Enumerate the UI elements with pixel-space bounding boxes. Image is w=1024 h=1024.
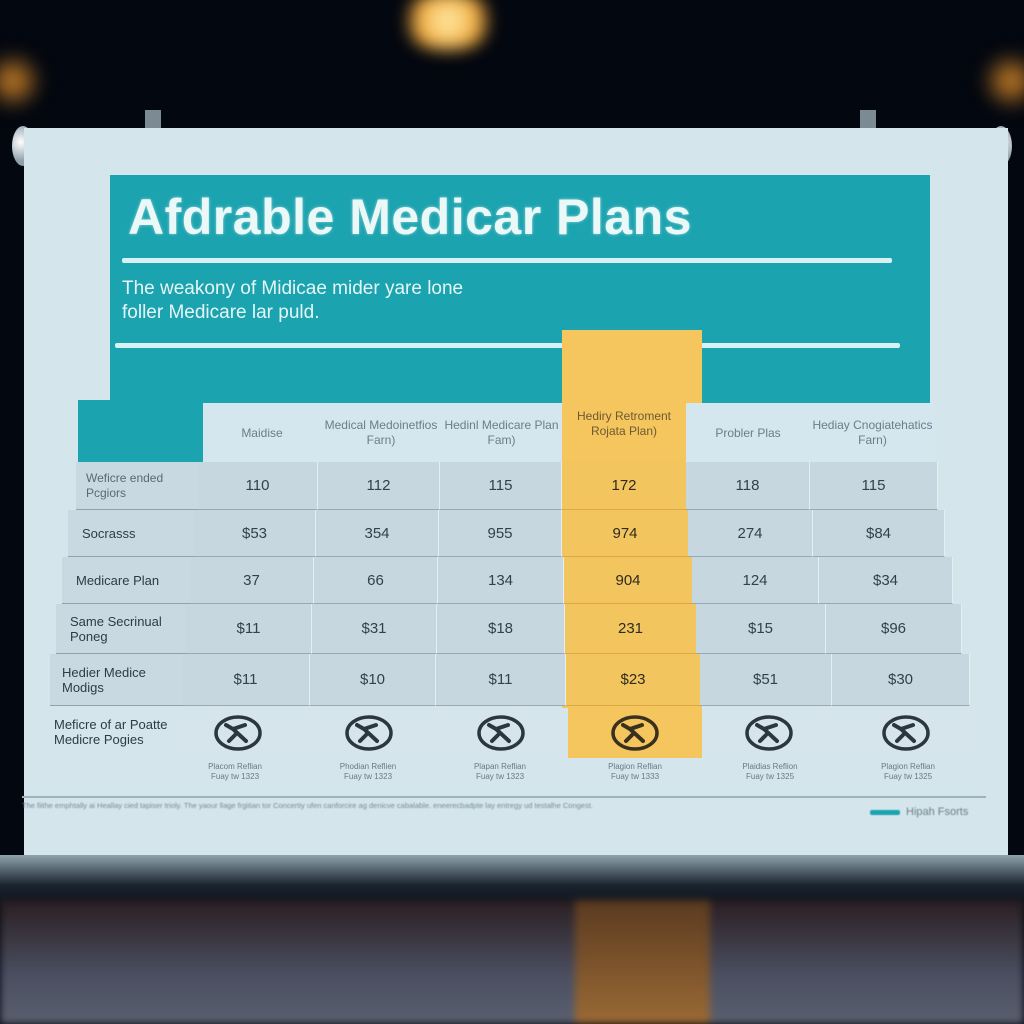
table-cell: 134: [438, 557, 564, 604]
table-cell: 115: [810, 462, 938, 510]
table-cell: 955: [439, 510, 562, 557]
row-label: Hedier Medice Modigs: [50, 654, 182, 706]
table-cell: 66: [314, 557, 438, 604]
table-cell: $51: [700, 654, 832, 706]
table-cell: 124: [692, 557, 819, 604]
table-cell: $11: [436, 654, 566, 706]
subtitle-rule: [115, 343, 900, 348]
column-header: Maidise: [203, 403, 321, 463]
row-label: Same Secrinual Poneg: [56, 604, 186, 654]
table-cell: 112: [318, 462, 440, 510]
column-header-highlighted: Hediry Retroment Rojata Plan): [576, 409, 672, 438]
table-cell: $30: [832, 654, 970, 706]
icon-caption: Plapan Reflian Fuay tw 1323: [473, 762, 527, 781]
table-cell: $84: [813, 510, 945, 557]
no-flight-icon: [611, 715, 659, 751]
legend-label: Hipah Fsorts: [906, 806, 969, 818]
page-title: Afdrable Medicar Plans: [128, 189, 692, 245]
icon-cell: [702, 708, 836, 758]
table-cell-highlighted: 231: [565, 604, 696, 654]
table-cell: 115: [440, 462, 562, 510]
legend: Hipah Fsorts: [870, 806, 968, 818]
table-cell: $15: [696, 604, 826, 654]
icon-caption: Plaidias Reflion Fuay tw 1325: [742, 762, 798, 781]
table-cell: $11: [182, 654, 310, 706]
no-flight-icon: [477, 715, 525, 751]
row-label: Socrasss: [68, 510, 194, 557]
ceiling-light: [398, 0, 498, 50]
table-cell: 354: [316, 510, 439, 557]
no-flight-icon: [345, 715, 393, 751]
table-cell: $31: [312, 604, 437, 654]
icon-cell: [172, 708, 304, 758]
icon-caption: Placom Reflian Fuay tw 1323: [208, 762, 262, 781]
table-cell: $11: [186, 604, 312, 654]
no-flight-icon: [882, 715, 930, 751]
column-header: Probler Plas: [686, 403, 810, 463]
table-cell: 118: [686, 462, 810, 510]
table-cell: 37: [190, 557, 314, 604]
table-cell: 110: [198, 462, 318, 510]
footer-divider: [22, 796, 986, 798]
icon-caption: Plagion Reflian Fuay tw 1325: [881, 762, 935, 781]
subtitle-line-1: The weakony of Midicae mider yare lone: [122, 278, 464, 299]
table-cell-highlighted: $23: [566, 654, 700, 706]
title-banner-extension: [78, 400, 208, 462]
floor-reflection: [0, 900, 1024, 1024]
table-cell: 274: [688, 510, 813, 557]
no-flight-icon: [214, 715, 262, 751]
table-cell: $18: [437, 604, 565, 654]
subtitle-line-2: foller Medicare lar puld.: [122, 302, 320, 323]
hanger-clip-right: [860, 110, 876, 132]
subtitle: The weakony of Midicae mider yare lone f…: [122, 277, 622, 325]
legend-swatch: [870, 809, 900, 815]
column-header: Medical Medoinetfios Farn): [321, 403, 441, 463]
side-light-left: [0, 50, 44, 112]
table-cell-highlighted: 974: [562, 510, 688, 557]
table-cell: $96: [826, 604, 962, 654]
icon-cell: [304, 708, 434, 758]
table-cell: $53: [194, 510, 316, 557]
icon-cell-highlighted: [568, 708, 702, 758]
side-light-right: [980, 50, 1024, 112]
column-header: Hediay Cnogiatehatics Farn): [810, 403, 935, 463]
column-header: Hedinl Medicare Plan Fam): [441, 403, 562, 463]
table-cell-highlighted: 172: [562, 462, 686, 510]
row-label: Meficre of ar Poatte Medicre Pogies: [54, 717, 168, 747]
table-cell-highlighted: 904: [564, 557, 692, 604]
icon-caption: Plagion Reflian Fuay tw 1333: [608, 762, 662, 781]
row-label: Weficre ended Pcgiors: [76, 462, 198, 510]
icon-cell: [434, 708, 568, 758]
icon-cell: [836, 708, 976, 758]
no-flight-icon: [745, 715, 793, 751]
hanger-clip-left: [145, 110, 161, 132]
title-rule: [122, 258, 892, 263]
table-cell: $34: [819, 557, 953, 604]
row-label: Medicare Plan: [62, 557, 190, 604]
icon-caption: Phodian Reflien Fuay tw 1323: [339, 762, 397, 781]
table-cell: $10: [310, 654, 436, 706]
footnote: The fiithe emphtally ai Heallay cied tap…: [22, 801, 593, 810]
